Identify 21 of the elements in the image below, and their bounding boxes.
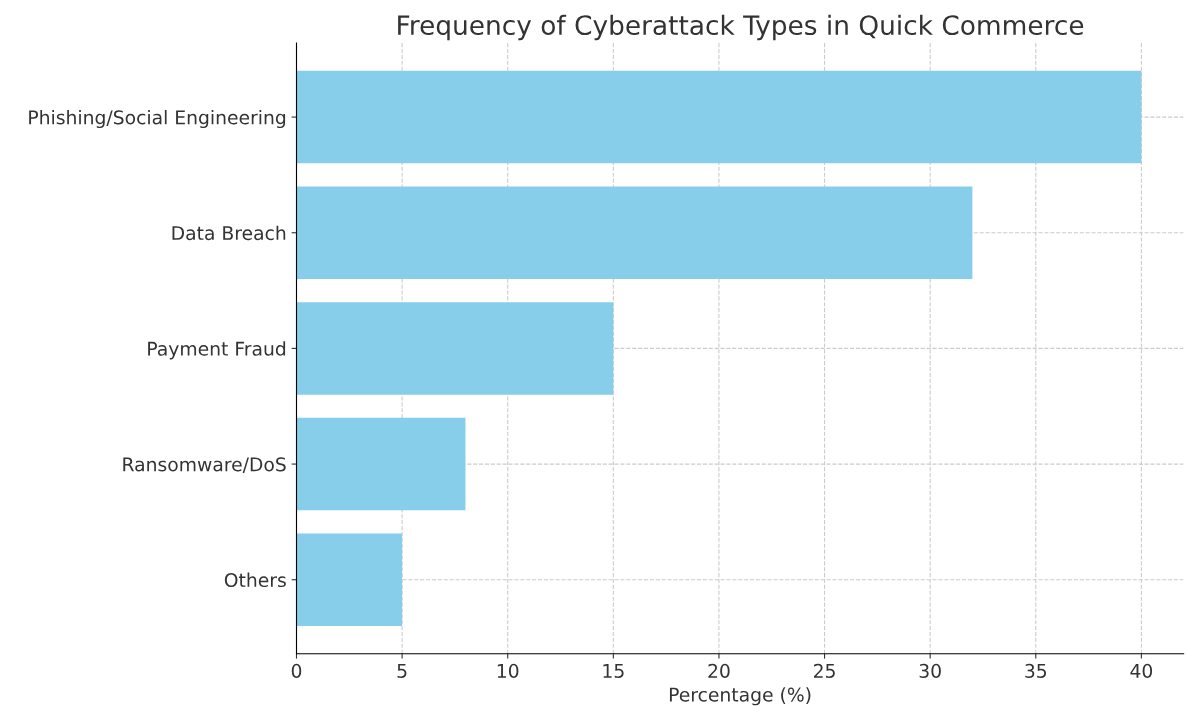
x-tick-label: 25 xyxy=(814,663,835,678)
bar xyxy=(296,186,973,280)
y-tick-label: Phishing/Social Engineering xyxy=(29,109,286,129)
y-tick-label: Others xyxy=(224,572,286,588)
x-tick-label: 5 xyxy=(397,664,407,678)
x-tick-label: 30 xyxy=(919,663,941,678)
bar xyxy=(296,70,1142,164)
bar xyxy=(296,417,466,511)
x-axis-title: Percentage (%) xyxy=(669,687,811,706)
x-tick-label: 15 xyxy=(603,664,624,678)
y-tick-label: Payment Fraud xyxy=(148,341,286,360)
x-tick-label: 40 xyxy=(1130,663,1153,678)
y-tick-label: Data Breach xyxy=(172,225,286,241)
bar xyxy=(296,302,614,395)
y-tick-label: Ransomware/DoS xyxy=(123,457,286,473)
chart-title: Frequency of Cyberattack Types in Quick Commerce xyxy=(398,14,1084,41)
x-tick-label: 35 xyxy=(1025,663,1047,678)
x-tick-label: 10 xyxy=(497,663,519,678)
x-tick-label: 20 xyxy=(708,663,730,678)
x-tick-label: 0 xyxy=(291,663,302,678)
bar xyxy=(296,533,403,626)
